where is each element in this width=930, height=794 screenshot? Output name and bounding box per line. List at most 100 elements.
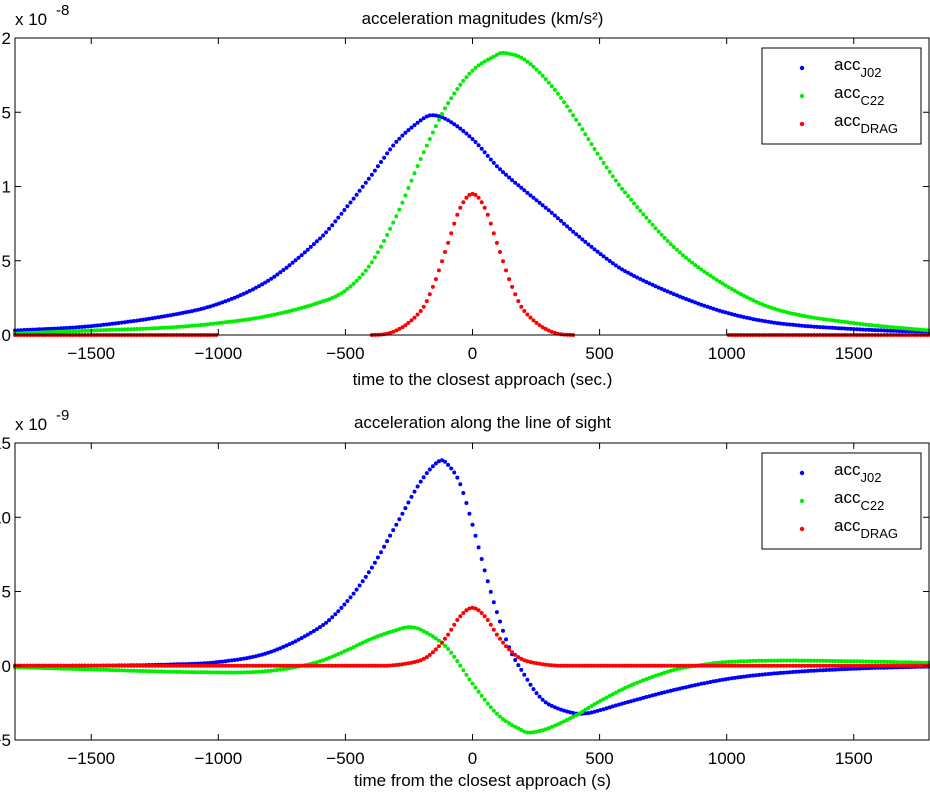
data-point: [592, 147, 597, 151]
data-point: [95, 667, 100, 672]
data-point: [677, 294, 682, 299]
data-point: [366, 570, 371, 575]
data-point: [906, 660, 911, 665]
data-point: [796, 323, 801, 328]
data-point: [641, 212, 646, 217]
data-point: [632, 682, 637, 686]
data-point: [305, 247, 310, 252]
data-point: [537, 694, 542, 699]
data-point: [473, 685, 478, 690]
data-point: [729, 312, 734, 317]
data-point: [662, 670, 667, 675]
data-point: [89, 324, 94, 329]
data-point: [662, 288, 667, 293]
data-point: [257, 653, 261, 658]
data-point: [790, 670, 795, 674]
data-point: [543, 326, 548, 331]
data-point: [540, 203, 545, 208]
data-point: [122, 327, 127, 332]
data-point: [833, 318, 838, 323]
data-point: [269, 313, 274, 318]
data-point: [525, 312, 530, 317]
data-point: [55, 329, 60, 334]
data-point: [208, 670, 213, 675]
data-point: [802, 658, 807, 663]
data-point: [720, 660, 725, 665]
data-point: [388, 533, 393, 538]
data-point: [507, 277, 512, 282]
data-point: [748, 316, 752, 321]
data-point: [534, 729, 539, 734]
data-point: [95, 323, 100, 328]
data-point: [92, 663, 97, 668]
data-point: [241, 670, 246, 675]
data-point: [714, 663, 719, 668]
data-point: [299, 305, 304, 310]
data-point: [348, 663, 353, 668]
data-point: [519, 728, 524, 732]
data-point: [571, 113, 576, 118]
data-point: [247, 317, 252, 322]
data-point: [674, 663, 679, 668]
data-point: [189, 670, 194, 675]
data-point: [379, 633, 383, 638]
data-point: [537, 200, 542, 205]
x-tick-label: 1000: [708, 749, 746, 768]
data-point: [674, 293, 679, 298]
legend-entry-j02: accJ02: [834, 460, 881, 485]
data-point: [531, 318, 536, 323]
data-point: [836, 663, 841, 668]
data-point: [40, 327, 45, 332]
data-point: [592, 663, 597, 668]
data-point: [305, 663, 310, 668]
data-point: [275, 647, 280, 652]
data-point: [418, 309, 423, 313]
data-point: [83, 324, 88, 329]
data-point: [455, 475, 460, 480]
data-point: [415, 164, 420, 168]
data-point: [382, 663, 387, 668]
data-point: [318, 625, 322, 630]
data-point: [107, 668, 112, 672]
data-point: [357, 275, 362, 280]
data-point: [400, 626, 405, 631]
data-point: [528, 660, 533, 664]
data-point: [110, 663, 115, 668]
data-point: [22, 663, 27, 668]
data-point: [656, 285, 661, 290]
data-point: [781, 670, 786, 675]
data-point: [299, 253, 304, 258]
data-point: [430, 650, 435, 655]
data-point: [479, 557, 484, 561]
data-point: [449, 466, 454, 471]
data-point: [342, 649, 347, 654]
data-point: [205, 670, 210, 675]
data-point: [61, 663, 66, 668]
data-point: [232, 295, 237, 300]
data-point: [751, 317, 756, 322]
data-point: [888, 328, 893, 333]
data-point: [830, 659, 835, 663]
data-point: [217, 301, 222, 306]
data-point: [589, 244, 594, 249]
data-point: [626, 700, 631, 704]
data-point: [674, 247, 679, 252]
data-point: [440, 259, 444, 264]
data-point: [67, 325, 72, 330]
data-point: [717, 678, 722, 683]
data-point: [799, 669, 804, 674]
data-point: [751, 663, 756, 668]
data-point: [732, 675, 737, 680]
data-point: [159, 314, 164, 319]
data-point: [562, 100, 566, 105]
data-point: [732, 288, 737, 293]
data-point: [781, 321, 786, 326]
data-point: [888, 663, 893, 668]
data-point: [186, 663, 191, 668]
data-point: [836, 326, 841, 331]
data-point: [915, 660, 920, 665]
data-point: [656, 663, 661, 668]
data-point: [647, 676, 652, 680]
data-point: [443, 636, 447, 641]
data-point: [623, 190, 627, 195]
